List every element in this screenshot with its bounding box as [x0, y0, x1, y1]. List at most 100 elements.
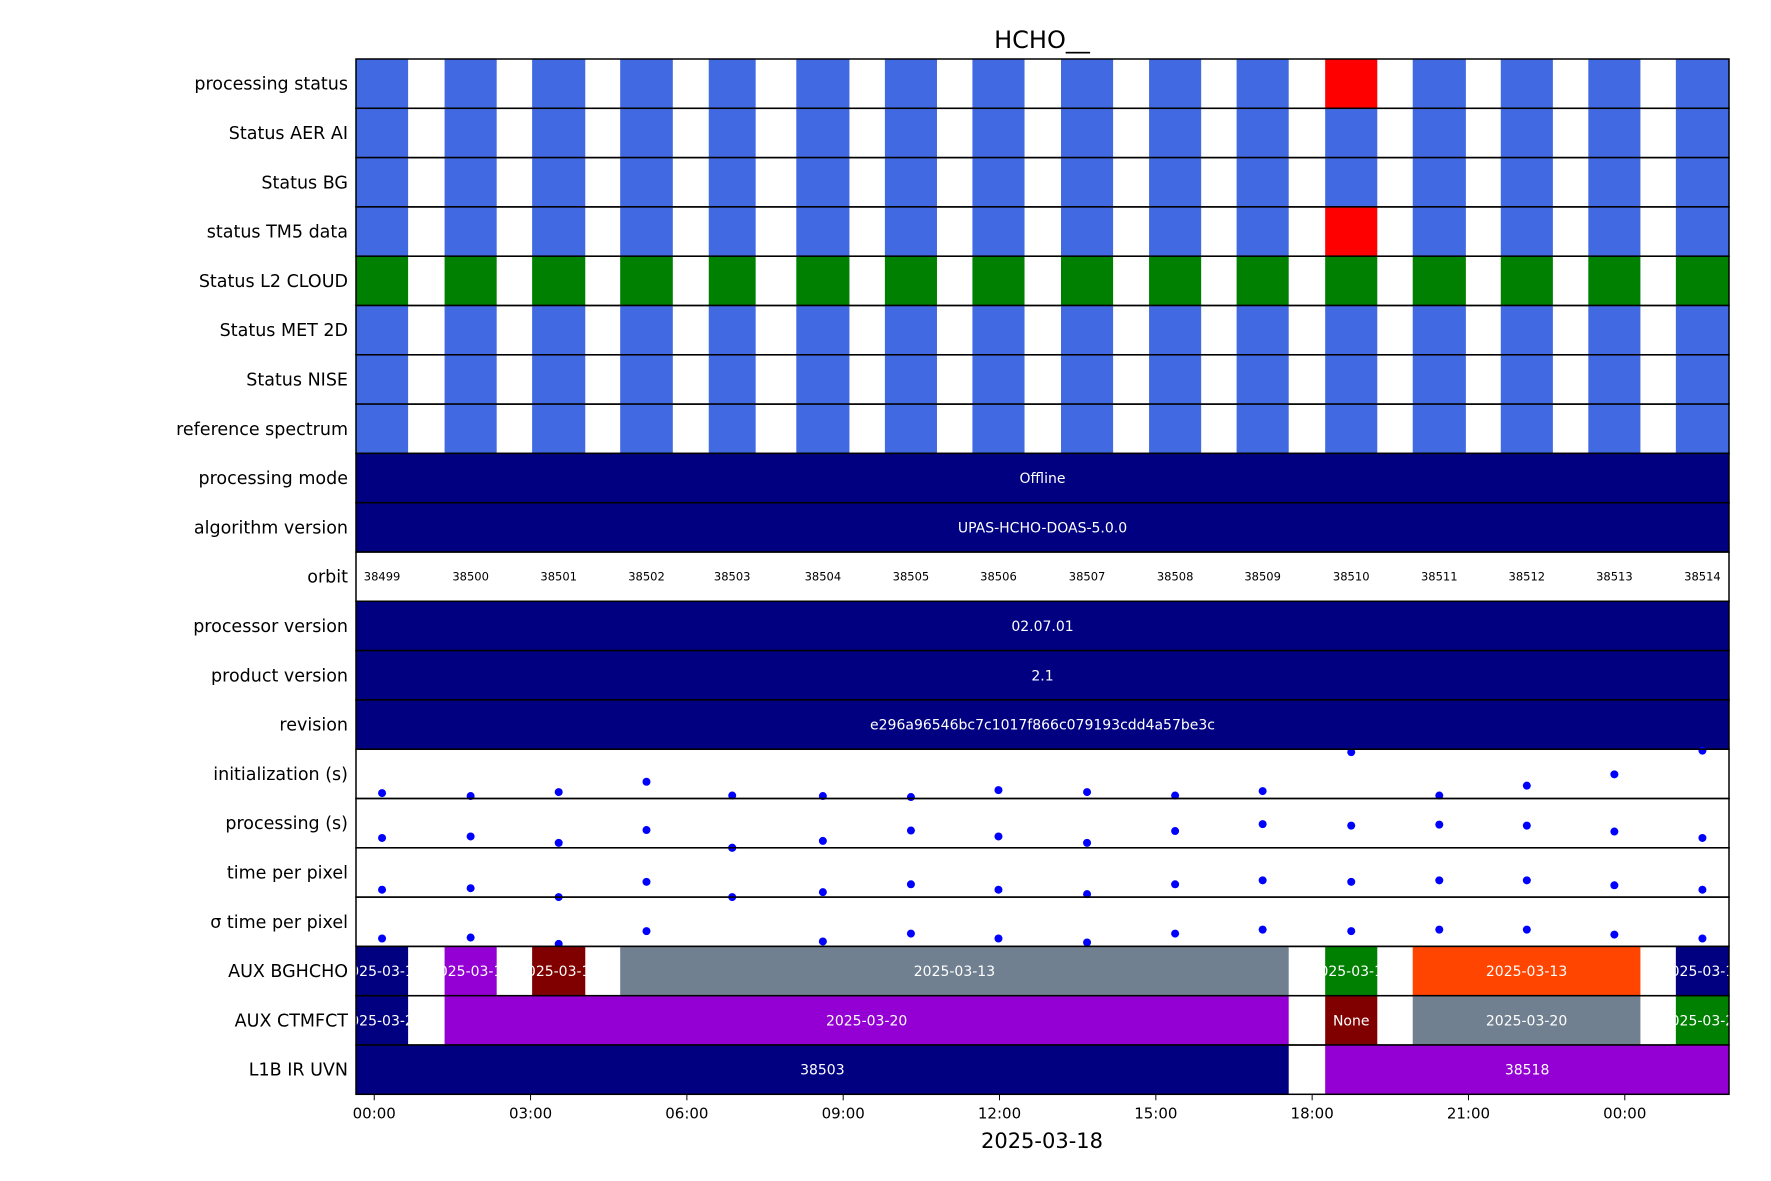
status-bar-processing-status — [708, 59, 756, 109]
x-tick-label: 15:00 — [1134, 1104, 1177, 1122]
status-bar-processing-status — [1149, 59, 1202, 109]
band-bar — [1412, 995, 1641, 1045]
row-label-algorithm-version: algorithm version — [194, 518, 348, 538]
band-bar — [444, 946, 497, 996]
x-tick-label: 09:00 — [822, 1104, 865, 1122]
data-point — [1347, 821, 1356, 830]
status-bar-status-bg — [1060, 157, 1114, 207]
band-label: 2025-03-13 — [1662, 964, 1743, 980]
status-bar-reference-spectrum — [1060, 404, 1114, 454]
status-bar-status-tm5-data — [1412, 206, 1466, 257]
status-bar-status-nise — [1675, 354, 1729, 405]
data-point — [1435, 791, 1444, 800]
status-bar-status-nise — [796, 354, 850, 405]
orbit-number: 38508 — [1157, 570, 1194, 584]
orbit-number: 38501 — [540, 570, 577, 584]
status-bar-status-bg — [444, 157, 497, 207]
orbit-number: 38506 — [980, 570, 1017, 584]
status-bar-status-aer-ai — [708, 108, 756, 158]
status-bar-status-aer-ai — [356, 108, 409, 158]
row-label-reference-spectrum: reference spectrum — [176, 420, 348, 440]
status-bar-status-aer-ai — [1060, 108, 1114, 158]
chart-rows: processing status Status AER AI Status BG s… — [176, 58, 1743, 1096]
orbit-number: 38503 — [714, 570, 751, 584]
status-bar-status-l2-cloud — [796, 256, 850, 306]
row-label-initialization-s: initialization (s) — [213, 765, 348, 785]
status-bar-status-nise — [1588, 354, 1641, 405]
band-bar — [1325, 995, 1378, 1045]
band-bar — [444, 995, 1289, 1045]
data-point — [554, 838, 563, 847]
status-bar-status-met-2d — [884, 305, 937, 355]
status-bar-status-nise — [620, 354, 673, 405]
status-bar-status-l2-cloud — [1412, 256, 1466, 306]
row-status-nise: Status NISE — [246, 354, 1730, 405]
x-axis: 00:00 03:00 06:00 09:00 12:00 15:00 18:00 21:00… — [353, 1094, 1646, 1122]
row-status-l2-cloud: Status L2 CLOUD — [199, 255, 1730, 307]
status-bar-status-tm5-data — [1500, 206, 1553, 257]
status-bar-status-tm5-data — [796, 206, 850, 257]
status-bar-status-aer-ai — [884, 108, 937, 158]
value-text-revision: e296a96546bc7c1017f866c079193cdd4a57be3c — [870, 718, 1215, 734]
row-label-product-version: product version — [211, 666, 348, 686]
status-bar-status-met-2d — [1675, 305, 1729, 355]
data-point — [1347, 877, 1356, 886]
band-label: 38503 — [800, 1063, 845, 1079]
orbit-number: 38510 — [1333, 570, 1370, 584]
status-bar-status-bg — [972, 157, 1025, 207]
status-bar-status-met-2d — [356, 305, 409, 355]
orbit-number: 38505 — [893, 570, 930, 584]
status-bar-reference-spectrum — [1412, 404, 1466, 454]
data-point — [1435, 876, 1444, 885]
status-bar-status-bg — [356, 157, 409, 207]
status-bar-status-l2-cloud — [1149, 256, 1202, 306]
band-label: 2025-03-20 — [1662, 1013, 1743, 1029]
status-bar-status-tm5-data — [1588, 206, 1641, 257]
status-bar-processing-status — [884, 59, 937, 109]
row-label-status-bg: Status BG — [261, 173, 348, 193]
data-point — [1522, 781, 1531, 790]
status-bar-status-nise — [356, 354, 409, 405]
data-point — [818, 937, 827, 946]
value-text-algorithm-version: UPAS-HCHO-DOAS-5.0.0 — [958, 520, 1127, 536]
status-bar-status-nise — [1149, 354, 1202, 405]
row-status-bg: Status BG — [261, 156, 1730, 208]
data-point — [1083, 838, 1092, 847]
status-bar-status-nise — [444, 354, 497, 405]
data-point — [466, 832, 475, 841]
status-bar-reference-spectrum — [884, 404, 937, 454]
band-label: 2025-03-13 — [518, 964, 599, 980]
row-processor-version: processor version 02.07.01 — [193, 600, 1730, 652]
data-point — [1171, 929, 1180, 938]
status-bar-status-tm5-data — [1236, 206, 1289, 257]
status-bar-status-met-2d — [444, 305, 497, 355]
status-bar-reference-spectrum — [708, 404, 756, 454]
status-bar-status-met-2d — [1236, 305, 1289, 355]
data-point — [378, 934, 387, 943]
status-bar-status-nise — [1412, 354, 1466, 405]
row-processing-s: processing (s) — [225, 797, 1730, 852]
row-frame-l1b-ir-uvn — [355, 1044, 1730, 1096]
status-bar-status-aer-ai — [1149, 108, 1202, 158]
status-bar-status-tm5-data — [1675, 206, 1729, 257]
status-bar-status-l2-cloud — [1588, 256, 1641, 306]
data-point — [906, 826, 915, 835]
status-bar-status-tm5-data — [356, 206, 409, 257]
status-bar-status-l2-cloud — [708, 256, 756, 306]
row-label-processing-mode: processing mode — [198, 469, 348, 489]
status-bar-status-l2-cloud — [972, 256, 1025, 306]
data-point — [1083, 890, 1092, 899]
status-bar-processing-status — [972, 59, 1025, 109]
status-bar-status-l2-cloud — [1675, 256, 1729, 306]
status-bar-status-aer-ai — [1236, 108, 1289, 158]
data-point — [642, 826, 651, 835]
data-point — [378, 885, 387, 894]
status-bar-status-l2-cloud — [532, 256, 586, 306]
status-bar-status-aer-ai — [620, 108, 673, 158]
status-bar-status-nise — [1500, 354, 1553, 405]
status-bar-status-tm5-data — [620, 206, 673, 257]
status-bar-status-nise — [708, 354, 756, 405]
status-bar-processing-status — [1675, 59, 1729, 109]
status-bar-status-met-2d — [796, 305, 850, 355]
status-bar-status-met-2d — [1325, 305, 1378, 355]
